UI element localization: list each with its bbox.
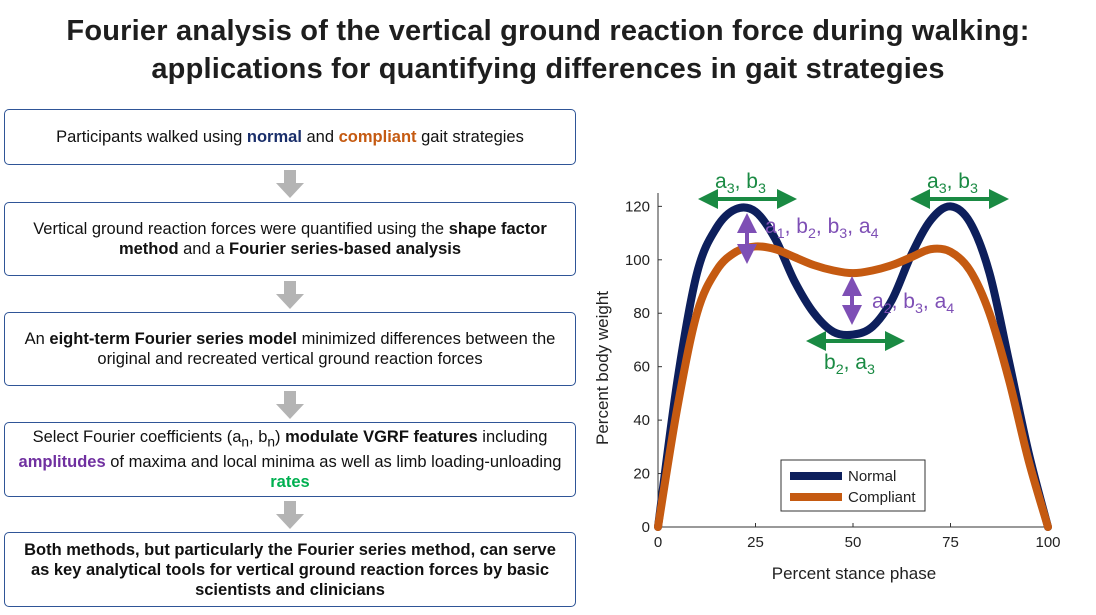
y-tick-label: 20 xyxy=(633,466,650,483)
x-tick-label: 0 xyxy=(654,534,662,551)
legend-label-normal: Normal xyxy=(848,468,896,485)
x-axis-label: Percent stance phase xyxy=(772,564,936,583)
x-tick-label: 75 xyxy=(942,534,959,551)
y-tick-label: 80 xyxy=(633,305,650,322)
annotation-valley: a2, b3, a4 xyxy=(872,290,954,317)
title-line-2: applications for quantifying differences… xyxy=(151,53,945,85)
down-arrow-icon xyxy=(276,501,304,529)
flow-box-4: Select Fourier coefficients (an, bn) mod… xyxy=(4,422,576,497)
x-tick-label: 50 xyxy=(845,534,862,551)
annotation-peak: a1, b2, b3, a4 xyxy=(765,215,879,242)
page-title: Fourier analysis of the vertical ground … xyxy=(0,12,1096,88)
x-tick-label: 100 xyxy=(1035,534,1060,551)
series-line-compliant xyxy=(654,242,1052,531)
annotation-left-top: a3, b3 xyxy=(715,170,766,197)
x-tick-label: 25 xyxy=(747,534,764,551)
title-line-1: Fourier analysis of the vertical ground … xyxy=(66,15,1030,47)
compliant-label: compliant xyxy=(338,128,417,146)
y-tick-label: 100 xyxy=(625,252,650,269)
vgrf-chart: 0 25 50 75 100 0 20 40 60 80 100 120 a3, b3 a3, b3 b2… xyxy=(593,170,1061,583)
rates-label: rates xyxy=(270,473,310,492)
y-tick-label: 40 xyxy=(633,412,650,429)
annotation-bottom: b2, a3 xyxy=(824,351,875,378)
flow-box-1: Participants walked using normal and com… xyxy=(4,109,576,165)
y-axis-label: Percent body weight xyxy=(593,291,612,445)
flow-box-3: An eight-term Fourier series model minim… xyxy=(4,312,576,386)
down-arrow-icon xyxy=(276,170,304,198)
flow-box-5: Both methods, but particularly the Fouri… xyxy=(4,532,576,607)
flow-box-2: Vertical ground reaction forces were qua… xyxy=(4,202,576,276)
y-tick-label: 0 xyxy=(642,519,650,536)
normal-label: normal xyxy=(246,128,302,146)
annotation-right-top: a3, b3 xyxy=(927,170,978,197)
legend-label-compliant: Compliant xyxy=(848,489,916,506)
amplitudes-label: amplitudes xyxy=(18,453,106,472)
y-tick-label: 60 xyxy=(633,359,650,376)
down-arrow-icon xyxy=(276,391,304,419)
y-tick-label: 120 xyxy=(625,198,650,215)
down-arrow-icon xyxy=(276,281,304,309)
legend-box xyxy=(780,459,926,512)
